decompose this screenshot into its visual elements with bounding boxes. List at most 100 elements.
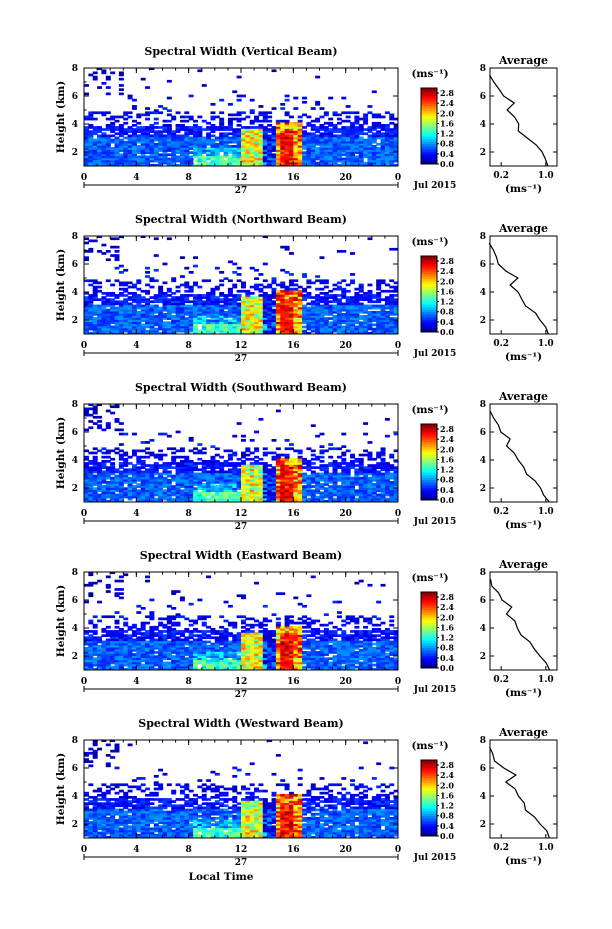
heatmap-cell bbox=[367, 283, 373, 287]
heatmap-cell bbox=[188, 317, 194, 320]
heatmap-cell bbox=[398, 282, 403, 285]
heatmap-cell bbox=[127, 323, 133, 327]
heatmap-cell bbox=[219, 321, 225, 325]
heatmap-cell bbox=[101, 292, 107, 295]
heatmap-cell bbox=[284, 491, 290, 495]
heatmap-cell bbox=[184, 119, 190, 123]
heatmap-cell bbox=[193, 306, 198, 310]
heatmap-cell bbox=[236, 491, 242, 495]
heatmap-cell bbox=[249, 478, 255, 482]
heatmap-cell bbox=[158, 105, 164, 108]
heatmap-cell bbox=[88, 142, 94, 146]
heatmap-cell bbox=[110, 331, 116, 334]
heatmap-cell bbox=[136, 483, 142, 486]
heatmap-cell bbox=[258, 163, 264, 166]
heatmap-cell bbox=[131, 107, 137, 110]
colorbar-swatch bbox=[421, 88, 437, 91]
heatmap-cell bbox=[310, 485, 316, 488]
heatmap-cell bbox=[302, 136, 308, 140]
heatmap-cell bbox=[293, 130, 299, 133]
heatmap-cell bbox=[92, 287, 98, 291]
heatmap-cell bbox=[280, 464, 286, 467]
heatmap-cell bbox=[219, 98, 225, 102]
heatmap-cell bbox=[236, 128, 242, 131]
heatmap-cell bbox=[376, 487, 382, 490]
heatmap-cell bbox=[188, 287, 194, 291]
heatmap-cell bbox=[110, 308, 116, 312]
heatmap-cell bbox=[249, 134, 255, 138]
heatmap-cell bbox=[332, 476, 338, 480]
heatmap-cell bbox=[306, 466, 312, 469]
heatmap-cell bbox=[227, 478, 233, 482]
heatmap-cell bbox=[249, 128, 255, 131]
heatmap-cell bbox=[127, 151, 133, 154]
heatmap-cell bbox=[188, 136, 194, 140]
heatmap-cell bbox=[219, 119, 225, 123]
heatmap-cell bbox=[245, 447, 251, 451]
heatmap-cell bbox=[358, 495, 364, 499]
heatmap-cell bbox=[271, 134, 277, 138]
heatmap-cell bbox=[84, 491, 89, 495]
heatmap-cell bbox=[105, 315, 111, 318]
heatmap-cell bbox=[136, 287, 142, 291]
heatmap-cell bbox=[193, 256, 198, 259]
heatmap-cell bbox=[171, 447, 177, 451]
heatmap-cell bbox=[223, 277, 229, 280]
heatmap-cell bbox=[171, 308, 177, 312]
heatmap-cell bbox=[175, 497, 181, 501]
heatmap-cell bbox=[393, 313, 398, 316]
heatmap-cell bbox=[118, 145, 124, 148]
heatmap-cell bbox=[92, 325, 98, 329]
heatmap-cell bbox=[376, 453, 382, 457]
colorbar-swatch bbox=[421, 90, 437, 94]
heatmap-cell bbox=[84, 84, 89, 87]
heatmap-cell bbox=[105, 489, 111, 493]
heatmap-cell bbox=[162, 159, 168, 163]
heatmap-cell bbox=[193, 119, 198, 123]
heatmap-cell bbox=[345, 140, 351, 144]
heatmap-cell bbox=[389, 300, 395, 304]
heatmap-cell bbox=[193, 304, 198, 308]
heatmap-cell bbox=[97, 308, 103, 312]
heatmap-cell bbox=[127, 472, 133, 476]
heatmap-cell bbox=[114, 447, 120, 451]
heatmap-cell bbox=[193, 323, 198, 327]
heatmap-cell bbox=[315, 495, 321, 499]
heatmap-cell bbox=[162, 128, 168, 131]
heatmap-cell bbox=[358, 460, 364, 463]
heatmap-cell bbox=[336, 142, 342, 146]
heatmap-cell bbox=[341, 468, 347, 472]
heatmap-cell bbox=[350, 273, 355, 276]
heatmap-cell bbox=[214, 142, 220, 146]
heatmap-cell bbox=[136, 310, 142, 314]
heatmap-cell bbox=[114, 327, 120, 331]
heatmap-cell bbox=[258, 273, 264, 276]
heatmap-cell bbox=[158, 306, 164, 310]
heatmap-cell bbox=[354, 138, 360, 142]
heatmap-cell bbox=[315, 119, 321, 123]
heatmap-cell bbox=[350, 310, 355, 314]
heatmap-cell bbox=[367, 296, 373, 299]
heatmap-cell bbox=[271, 292, 277, 295]
heatmap-cell bbox=[293, 327, 299, 331]
heatmap-cell bbox=[284, 497, 290, 501]
heatmap-cell bbox=[389, 289, 395, 293]
heatmap-cell bbox=[114, 258, 120, 262]
heatmap-cell bbox=[101, 298, 107, 301]
heatmap-cell bbox=[323, 153, 329, 157]
heatmap-cell bbox=[284, 476, 290, 480]
heatmap-cell bbox=[384, 474, 390, 478]
heatmap-cell bbox=[280, 304, 286, 308]
heatmap-cell bbox=[332, 304, 338, 308]
heatmap-cell bbox=[336, 157, 342, 161]
heatmap-cell bbox=[131, 321, 137, 325]
heatmap-cell bbox=[384, 470, 390, 474]
heatmap-cell bbox=[245, 329, 251, 333]
heatmap-cell bbox=[262, 464, 268, 467]
heatmap-cell bbox=[336, 499, 342, 502]
heatmap-cell bbox=[92, 491, 98, 495]
heatmap-cell bbox=[158, 321, 164, 325]
heatmap-cell bbox=[398, 292, 403, 295]
heatmap-cell bbox=[123, 149, 129, 152]
heatmap-cell bbox=[110, 485, 116, 488]
